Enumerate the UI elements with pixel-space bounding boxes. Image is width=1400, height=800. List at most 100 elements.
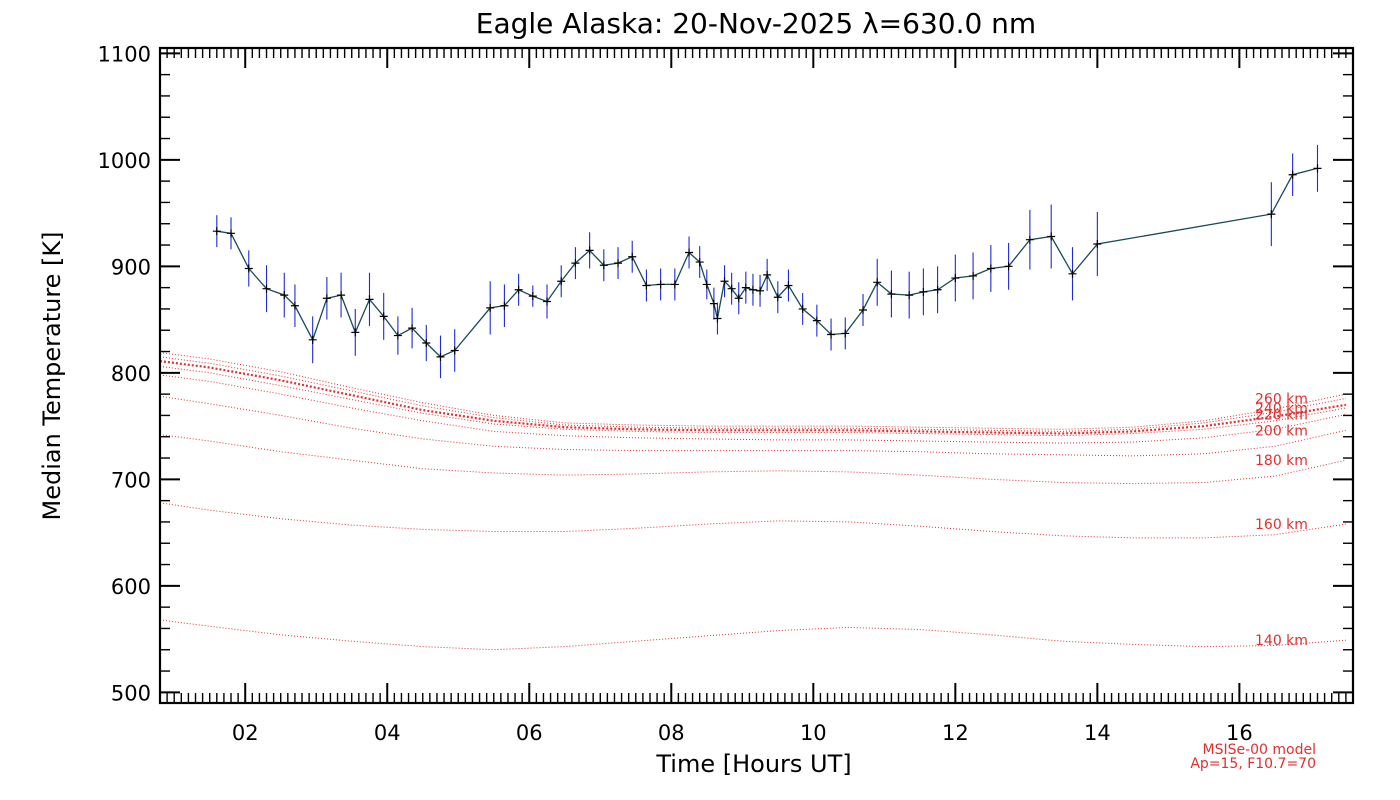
data-point [812,316,821,325]
data-point [262,284,271,293]
data-point [486,303,495,312]
data-point [351,328,360,337]
data-point [212,227,221,236]
model-curve-label: 140 km [1255,633,1308,649]
y-tick-label: 600 [111,575,151,599]
data-point [337,291,346,300]
data-point [543,297,552,306]
model-curve [159,356,1346,432]
data-point [986,264,995,273]
data-point [1047,232,1056,241]
data-point [1288,170,1297,179]
data-point [827,330,836,339]
data-point [670,280,679,289]
data-point [859,306,868,314]
y-tick-label: 800 [111,362,151,386]
y-tick-label: 900 [111,255,151,279]
data-point [436,352,445,361]
model-curve [159,360,1347,435]
data-point [408,324,417,333]
data-point [290,301,299,310]
model-curve [159,352,1347,430]
data-point [933,285,942,294]
data-point [244,264,253,273]
chart-title: Eagle Alaska: 20-Nov-2025 λ=630.0 nm [476,7,1036,40]
model-curve-label: 260 km [1255,391,1308,407]
x-tick-label: 04 [374,721,401,745]
data-point [280,291,289,300]
data-point [784,281,793,290]
data-point [702,280,711,289]
data-point [308,335,317,344]
plot-frame [158,46,1355,705]
data-point [379,312,388,321]
data-point [599,261,608,270]
data-point [734,294,743,303]
x-tick-label: 06 [516,721,543,745]
data-point [557,277,566,286]
data-point [905,291,914,300]
data-point [1093,239,1102,248]
y-tick-label: 700 [111,468,151,492]
model-curve-label: 200 km [1255,423,1308,439]
model-params-note: Ap=15, F10.7=70 [1190,756,1316,772]
measured-line [216,167,1318,358]
model-curve [159,365,1346,437]
data-point [422,339,431,348]
x-tick-label: 16 [1226,721,1253,745]
data-point [756,286,765,295]
data-point [1004,262,1013,271]
data-point [713,314,722,323]
y-tick-label: 500 [111,681,151,705]
data-point [322,294,331,303]
data-point [571,259,580,268]
model-curve [159,434,1347,485]
x-tick-label: 10 [800,721,827,745]
y-tick-label: 1100 [98,42,151,66]
x-axis-label: Time [Hours UT] [655,750,851,778]
model-name-note: MSISe-00 model [1202,742,1316,758]
data-point [365,295,374,304]
model-curve-label: 160 km [1255,517,1308,533]
data-point [887,290,896,299]
data-point [763,270,772,279]
data-point [1313,164,1322,173]
data-point [500,301,509,310]
data-point [969,271,978,280]
data-point [873,278,882,287]
data-point [951,274,960,283]
data-point [528,292,537,301]
data-point [656,280,665,289]
x-tick-label: 02 [232,721,259,745]
model-curve [159,374,1347,444]
x-tick-label: 12 [942,721,969,745]
data-point [727,284,736,293]
data-point [685,248,694,257]
measured-series [212,144,1322,379]
data-point [741,283,750,292]
data-point [585,246,594,255]
model-curve [159,619,1346,651]
data-point [642,281,651,290]
data-point [393,331,402,340]
x-tick-label: 08 [658,721,685,745]
data-point [773,293,782,302]
data-point [450,346,459,355]
data-point [798,304,807,313]
data-point [709,299,718,308]
data-point [227,229,236,238]
data-point [841,329,850,338]
data-point [628,252,637,261]
x-tick-label: 14 [1084,721,1111,745]
data-point [1068,269,1077,278]
data-point [695,258,704,267]
axes: 500 600 700 800 900 1000 1100 02 04 06 08 10 12 14 16 [98,42,1353,745]
model-curve-label: 180 km [1255,453,1308,469]
data-point [514,285,523,294]
model-curve [159,502,1346,539]
data-point [1267,210,1276,219]
data-point [614,259,623,268]
data-point [919,287,928,296]
